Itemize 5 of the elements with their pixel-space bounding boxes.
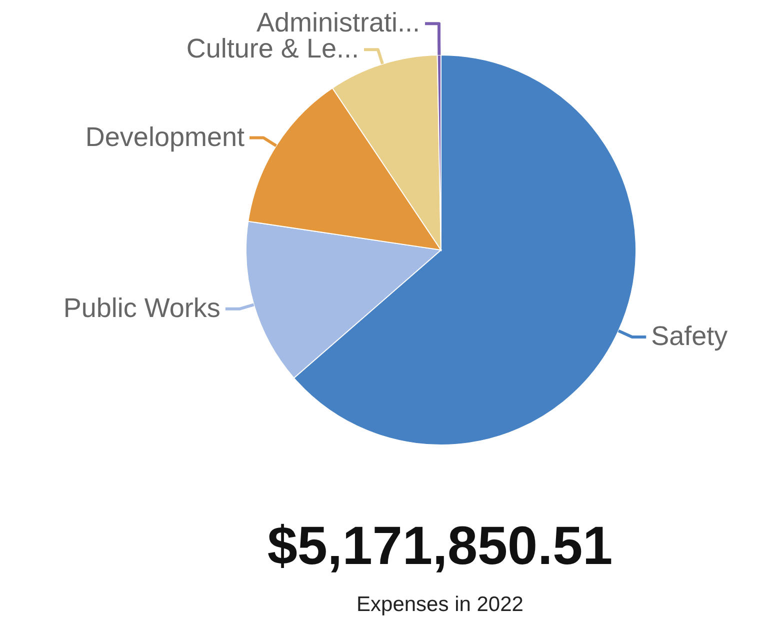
slice-label: Development [85, 122, 246, 152]
text: $5,171,850.51 [267, 516, 613, 576]
slice-label: Safety [651, 321, 728, 352]
text: Expenses in 2022 [356, 593, 524, 616]
slice-label: Public Works [63, 292, 220, 323]
